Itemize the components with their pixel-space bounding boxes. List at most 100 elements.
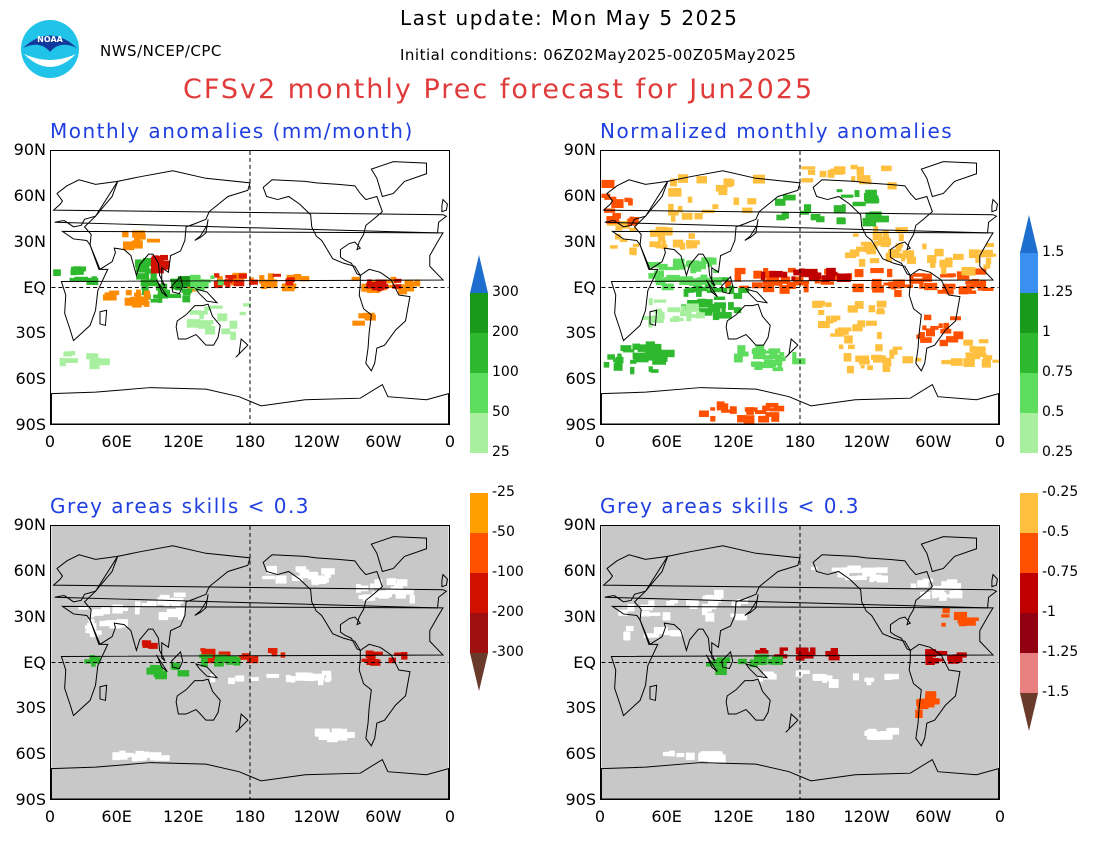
colorbar-segment	[470, 333, 488, 373]
colorbar-label: 1	[1042, 324, 1051, 340]
lon-tick-label: 120W	[843, 432, 890, 451]
lon-tick-label: 180	[234, 432, 266, 451]
noaa-logo: NOAA	[20, 18, 80, 80]
colorbar-segment	[470, 533, 488, 573]
map-normalized-anomalies	[600, 150, 1000, 425]
colorbar-segment	[1020, 293, 1038, 333]
colorbar-segment	[470, 453, 488, 493]
coastlines	[51, 161, 449, 424]
colorbar-label: -0.75	[1042, 564, 1079, 580]
colorbar-label: -100	[492, 564, 524, 580]
lat-tick-label: EQ	[573, 652, 596, 672]
lon-tick-label: 0	[994, 432, 1006, 451]
map-canvas	[601, 526, 999, 799]
lon-tick-label: 60W	[915, 807, 952, 826]
colorbar-normalized: 1.5 1.25 1 0.75 0.5 0.25 -0.25 -0.5 -0.75 -1 -1.25…	[1020, 215, 1078, 735]
colorbar-label: 50	[492, 404, 510, 420]
colorbar-segment	[1020, 533, 1038, 573]
lat-tick-label: 60S	[565, 369, 596, 389]
lon-tick-label: 120E	[713, 807, 754, 826]
last-update: Last update: Mon May 5 2025	[400, 6, 739, 30]
lat-tick-label: 60S	[15, 369, 46, 389]
colorbar-segment	[1020, 493, 1038, 533]
colorbar-label: 0.25	[1042, 444, 1074, 460]
lon-tick-label: 0	[594, 432, 606, 451]
colorbar-segment	[470, 373, 488, 413]
lat-tick-label: 90N	[563, 515, 596, 534]
colorbar-segment	[1020, 253, 1038, 293]
lon-tick-label: 60E	[651, 807, 682, 826]
panel-title-top-right: Normalized monthly anomalies	[600, 119, 954, 143]
lon-tick-label: 120W	[843, 807, 890, 826]
initial-conditions: Initial conditions: 06Z02May2025-00Z05Ma…	[400, 46, 797, 64]
lon-tick-label: 60W	[915, 432, 952, 451]
lat-tick-label: 90N	[13, 140, 46, 159]
lon-tick-label: 60W	[365, 432, 402, 451]
logo-text: NOAA	[37, 35, 63, 44]
colorbar-segment	[1020, 373, 1038, 413]
map-skill-masked-normalized	[600, 525, 1000, 800]
lon-tick-label: 0	[44, 807, 56, 826]
lat-tick-label: EQ	[573, 277, 596, 297]
colorbar-segment	[470, 293, 488, 333]
lat-tick-label: 30S	[15, 698, 46, 718]
panel-title-bottom-left: Grey areas skills < 0.3	[50, 494, 311, 518]
colorbar-segment	[470, 413, 488, 453]
colorbar-label: 100	[492, 364, 519, 380]
lon-tick-label: 0	[994, 807, 1006, 826]
lat-tick-label: EQ	[23, 652, 46, 672]
colorbar-label: -0.25	[1042, 484, 1079, 500]
lon-tick-label: 0	[444, 807, 456, 826]
lat-tick-label: 30S	[565, 323, 596, 343]
colorbar-label: -25	[492, 484, 515, 500]
colorbar-label: 0.75	[1042, 364, 1074, 380]
map-skill-masked-anomalies	[50, 525, 450, 800]
lon-tick-label: 0	[44, 432, 56, 451]
lon-tick-label: 0	[594, 807, 606, 826]
colorbar-label: -1.5	[1042, 684, 1070, 700]
lat-tick-label: 90N	[563, 140, 596, 159]
lat-tick-label: 90N	[13, 515, 46, 534]
colorbar-label: 0.5	[1042, 404, 1065, 420]
colorbar-segment	[1020, 453, 1038, 493]
colorbar-segment	[1020, 653, 1038, 693]
lon-tick-label: 120E	[713, 432, 754, 451]
map-canvas	[51, 526, 449, 799]
lon-tick-label: 120W	[293, 432, 340, 451]
colorbar-label: -50	[492, 524, 515, 540]
org-label: NWS/NCEP/CPC	[100, 42, 222, 60]
lon-tick-label: 180	[784, 432, 816, 451]
lat-tick-label: 30N	[13, 231, 46, 251]
lat-tick-label: 30N	[13, 606, 46, 626]
colorbar-bar	[470, 255, 488, 691]
lat-tick-label: 60N	[13, 185, 46, 205]
colorbar-segment	[470, 493, 488, 533]
lat-tick-label: 60N	[563, 185, 596, 205]
lat-tick-label: 90S	[15, 790, 46, 809]
anomaly-shading	[618, 565, 979, 764]
lat-tick-label: 90S	[565, 415, 596, 434]
lat-tick-label: 30S	[15, 323, 46, 343]
colorbar-label: 1.25	[1042, 284, 1074, 300]
lon-tick-label: 60E	[651, 432, 682, 451]
lon-tick-label: 60E	[101, 807, 132, 826]
colorbar-label: 25	[492, 444, 510, 460]
colorbar-label: 300	[492, 284, 519, 300]
lat-tick-label: EQ	[23, 277, 46, 297]
lat-tick-label: 90S	[15, 415, 46, 434]
panel-title-bottom-right: Grey areas skills < 0.3	[600, 494, 861, 518]
colorbar-label: 1.5	[1042, 244, 1065, 260]
map-monthly-anomalies	[50, 150, 450, 425]
colorbar-segment	[1020, 333, 1038, 373]
coastlines	[51, 536, 449, 799]
colorbar-segment	[1020, 573, 1038, 613]
colorbar-segment	[470, 613, 488, 653]
colorbar-label: -300	[492, 644, 524, 660]
lon-tick-label: 0	[444, 432, 456, 451]
anomaly-shading	[78, 565, 415, 762]
colorbar-label: -0.5	[1042, 524, 1070, 540]
colorbar-segment	[1020, 413, 1038, 453]
colorbar-label: -200	[492, 604, 524, 620]
lon-tick-label: 180	[234, 807, 266, 826]
coastlines	[601, 536, 999, 799]
